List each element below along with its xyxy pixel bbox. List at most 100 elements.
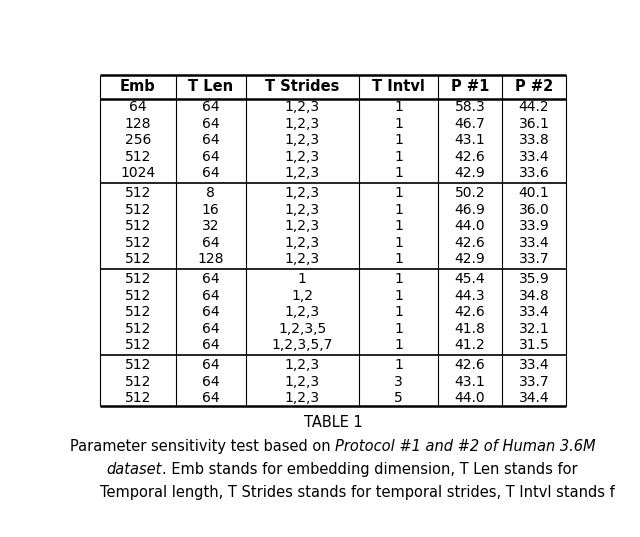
Text: 512: 512 <box>125 150 151 164</box>
Text: 512: 512 <box>125 186 151 200</box>
Text: P #1: P #1 <box>451 79 489 95</box>
Text: 512: 512 <box>125 322 151 336</box>
Text: 1: 1 <box>394 219 403 233</box>
Text: 41.8: 41.8 <box>454 322 485 336</box>
Text: 16: 16 <box>202 202 220 216</box>
Text: 1,2,3: 1,2,3 <box>285 236 320 250</box>
Text: 1,2,3: 1,2,3 <box>285 305 320 319</box>
Text: 45.4: 45.4 <box>454 272 485 286</box>
Text: 512: 512 <box>125 236 151 250</box>
Text: 1: 1 <box>394 236 403 250</box>
Text: dataset: dataset <box>107 462 162 477</box>
Text: 512: 512 <box>125 288 151 302</box>
Text: 1,2,3: 1,2,3 <box>285 391 320 405</box>
Text: 1,2,3: 1,2,3 <box>285 202 320 216</box>
Text: 1,2,3: 1,2,3 <box>285 186 320 200</box>
Text: 5: 5 <box>394 391 403 405</box>
Text: 44.2: 44.2 <box>518 100 549 114</box>
Text: 32.1: 32.1 <box>518 322 549 336</box>
Text: 64: 64 <box>202 322 220 336</box>
Text: 1,2,3: 1,2,3 <box>285 100 320 114</box>
Text: 50.2: 50.2 <box>454 186 485 200</box>
Text: 41.2: 41.2 <box>454 338 485 352</box>
Text: 1: 1 <box>394 117 403 130</box>
Text: 42.9: 42.9 <box>454 252 485 266</box>
Text: 1: 1 <box>394 150 403 164</box>
Text: 1,2,3: 1,2,3 <box>285 133 320 147</box>
Text: 64: 64 <box>129 100 147 114</box>
Text: 42.6: 42.6 <box>454 358 485 372</box>
Text: 58.3: 58.3 <box>454 100 485 114</box>
Text: 1: 1 <box>394 305 403 319</box>
Text: 256: 256 <box>125 133 151 147</box>
Text: T Len: T Len <box>188 79 233 95</box>
Text: ​: ​ <box>88 462 107 477</box>
Text: 1: 1 <box>394 338 403 352</box>
Text: T Intvl: T Intvl <box>372 79 425 95</box>
Text: 1,2,3: 1,2,3 <box>285 150 320 164</box>
Text: 1: 1 <box>298 272 307 286</box>
Text: 1,2,3: 1,2,3 <box>285 252 320 266</box>
Text: 36.1: 36.1 <box>518 117 550 130</box>
Text: 33.9: 33.9 <box>518 219 549 233</box>
Text: 43.1: 43.1 <box>454 375 485 389</box>
Text: 1024: 1024 <box>120 166 156 180</box>
Text: 64: 64 <box>202 166 220 180</box>
Text: 1: 1 <box>394 186 403 200</box>
Text: 64: 64 <box>202 133 220 147</box>
Text: 1: 1 <box>394 288 403 302</box>
Text: 42.6: 42.6 <box>454 305 485 319</box>
Text: 512: 512 <box>125 375 151 389</box>
Text: 42.6: 42.6 <box>454 236 485 250</box>
Text: 33.4: 33.4 <box>518 358 549 372</box>
Text: 1,2,3: 1,2,3 <box>285 219 320 233</box>
Text: 33.7: 33.7 <box>518 375 549 389</box>
Text: 1,2,3: 1,2,3 <box>285 117 320 130</box>
Text: . Emb stands for embedding dimension, T Len stands for: . Emb stands for embedding dimension, T … <box>162 462 578 477</box>
Text: 64: 64 <box>202 391 220 405</box>
Text: 64: 64 <box>202 150 220 164</box>
Text: 36.0: 36.0 <box>518 202 549 216</box>
Text: 64: 64 <box>202 305 220 319</box>
Text: 1,2,3,5: 1,2,3,5 <box>278 322 326 336</box>
Text: 43.1: 43.1 <box>454 133 485 147</box>
Text: 34.4: 34.4 <box>518 391 549 405</box>
Text: 8: 8 <box>206 186 215 200</box>
Text: 64: 64 <box>202 358 220 372</box>
Text: 34.8: 34.8 <box>518 288 549 302</box>
Text: 31.5: 31.5 <box>518 338 549 352</box>
Text: TABLE 1: TABLE 1 <box>303 415 362 430</box>
Text: 1: 1 <box>394 272 403 286</box>
Text: 44.3: 44.3 <box>454 288 485 302</box>
Text: 512: 512 <box>125 338 151 352</box>
Text: 1: 1 <box>394 133 403 147</box>
Text: 42.9: 42.9 <box>454 166 485 180</box>
Text: Temporal length, T Strides stands for temporal strides, T Intvl stands f: Temporal length, T Strides stands for te… <box>100 485 614 500</box>
Text: 1: 1 <box>394 100 403 114</box>
Text: 64: 64 <box>202 100 220 114</box>
Text: 33.4: 33.4 <box>518 305 549 319</box>
Text: 1,2,3,5,7: 1,2,3,5,7 <box>271 338 333 352</box>
Text: 1: 1 <box>394 252 403 266</box>
Text: 128: 128 <box>197 252 224 266</box>
Text: 512: 512 <box>125 391 151 405</box>
Text: 1: 1 <box>394 358 403 372</box>
Text: P #2: P #2 <box>515 79 553 95</box>
Text: 1,2,3: 1,2,3 <box>285 166 320 180</box>
Text: 35.9: 35.9 <box>518 272 549 286</box>
Text: 33.4: 33.4 <box>518 236 549 250</box>
Text: 46.9: 46.9 <box>454 202 485 216</box>
Text: 1,2: 1,2 <box>291 288 314 302</box>
Text: 512: 512 <box>125 272 151 286</box>
Text: 512: 512 <box>125 305 151 319</box>
Text: 44.0: 44.0 <box>454 391 485 405</box>
Text: 33.8: 33.8 <box>518 133 549 147</box>
Text: 512: 512 <box>125 219 151 233</box>
Text: 3: 3 <box>394 375 403 389</box>
Text: 512: 512 <box>125 202 151 216</box>
Text: 1: 1 <box>394 322 403 336</box>
Text: 46.7: 46.7 <box>454 117 485 130</box>
Text: 1,2,3: 1,2,3 <box>285 358 320 372</box>
Text: 1: 1 <box>394 166 403 180</box>
Text: 64: 64 <box>202 117 220 130</box>
